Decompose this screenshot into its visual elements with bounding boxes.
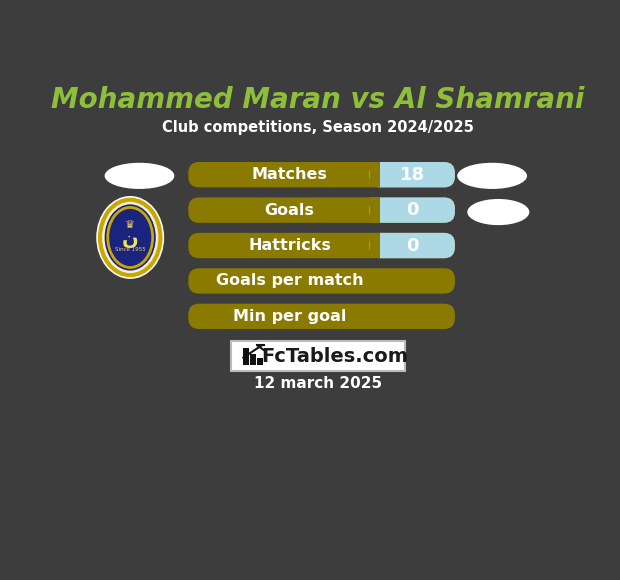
Ellipse shape <box>97 197 162 277</box>
Ellipse shape <box>467 199 529 225</box>
Text: 0: 0 <box>406 201 419 219</box>
FancyBboxPatch shape <box>370 233 455 258</box>
Text: 0: 0 <box>406 237 419 255</box>
Text: 18: 18 <box>400 166 425 184</box>
FancyBboxPatch shape <box>231 340 404 371</box>
FancyBboxPatch shape <box>188 304 455 329</box>
Text: ♛: ♛ <box>125 220 135 230</box>
Ellipse shape <box>100 200 161 275</box>
FancyBboxPatch shape <box>370 162 455 187</box>
FancyBboxPatch shape <box>188 269 455 293</box>
Text: ن: ن <box>122 230 139 248</box>
Text: 12 march 2025: 12 march 2025 <box>254 376 382 392</box>
Text: Goals: Goals <box>265 202 314 218</box>
FancyBboxPatch shape <box>370 197 455 223</box>
Text: Since 1955: Since 1955 <box>115 247 146 252</box>
Bar <box>370 197 381 223</box>
Text: Min per goal: Min per goal <box>233 309 347 324</box>
FancyBboxPatch shape <box>188 233 455 258</box>
Bar <box>370 162 381 187</box>
Text: FcTables.com: FcTables.com <box>262 346 409 365</box>
Text: Goals per match: Goals per match <box>216 273 363 288</box>
Ellipse shape <box>458 163 527 189</box>
Text: Club competitions, Season 2024/2025: Club competitions, Season 2024/2025 <box>162 120 474 135</box>
FancyBboxPatch shape <box>188 197 455 223</box>
Bar <box>257 358 263 365</box>
Text: Mohammed Maran vs Al Shamrani: Mohammed Maran vs Al Shamrani <box>51 86 585 114</box>
Text: Matches: Matches <box>252 167 327 182</box>
Ellipse shape <box>105 204 156 271</box>
Bar <box>243 349 249 365</box>
Ellipse shape <box>105 163 174 189</box>
Bar <box>250 354 256 365</box>
Text: Hattricks: Hattricks <box>248 238 331 253</box>
Bar <box>370 233 381 258</box>
FancyBboxPatch shape <box>188 162 455 187</box>
